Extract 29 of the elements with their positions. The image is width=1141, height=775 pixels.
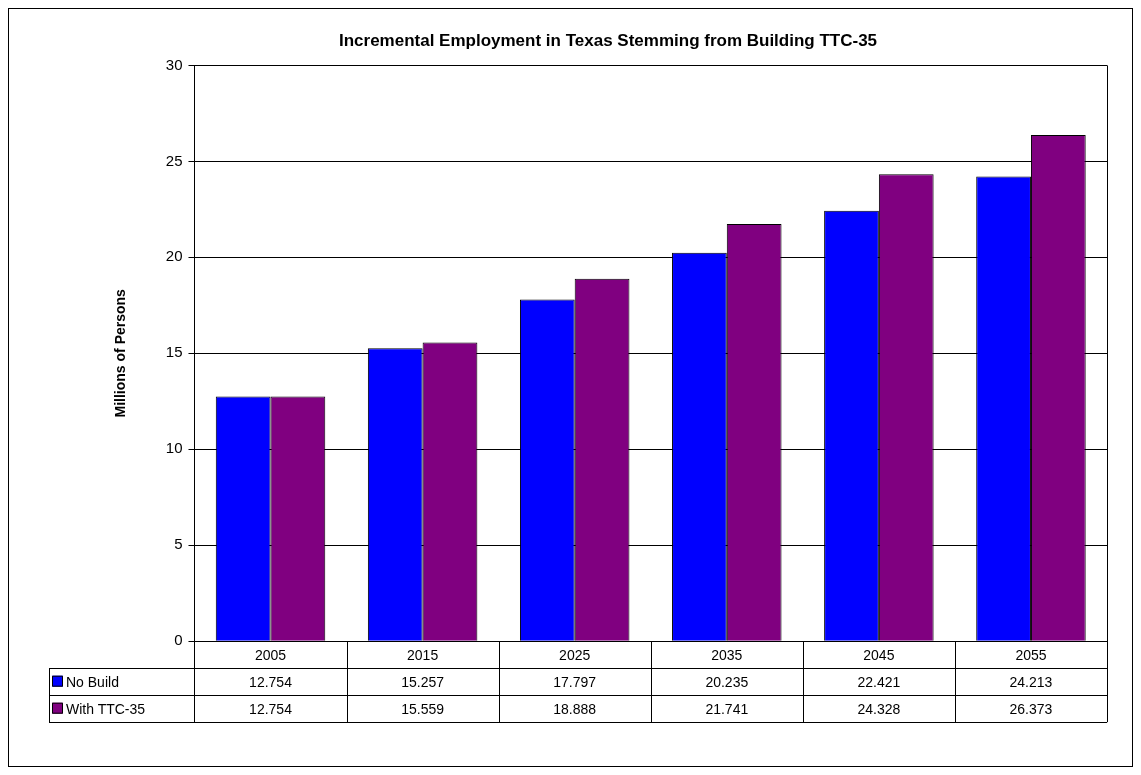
data-label: 21.741 <box>705 700 749 717</box>
y-tick-label: 0 <box>174 631 183 649</box>
y-tick-label: 20 <box>165 247 183 265</box>
y-tick-label: 25 <box>165 151 183 169</box>
data-label: 12.754 <box>249 673 293 690</box>
y-tick-label: 15 <box>165 343 183 361</box>
data-label: 26.373 <box>1009 700 1053 717</box>
y-tick-label: 10 <box>165 439 183 457</box>
x-tick-label: 2045 <box>863 647 895 664</box>
x-tick-label: 2025 <box>559 647 591 664</box>
data-label: 18.888 <box>553 700 597 717</box>
x-tick-label: 2005 <box>254 647 287 664</box>
y-tick-label: 5 <box>174 535 183 553</box>
y-axis-title: Millions of Persons <box>112 288 129 418</box>
data-label: 20.235 <box>705 673 749 690</box>
data-label: 15.559 <box>401 700 445 717</box>
x-tick-label: 2015 <box>407 647 439 664</box>
data-label: 15.257 <box>401 673 445 690</box>
x-tick-label: 2055 <box>1015 647 1047 664</box>
data-label: 24.213 <box>1009 673 1053 690</box>
y-tick-label: 30 <box>165 55 183 73</box>
data-label: 17.797 <box>553 673 597 690</box>
data-label: 24.328 <box>857 700 901 717</box>
data-label: 22.421 <box>857 673 901 690</box>
x-tick-label: 2035 <box>711 647 743 664</box>
chart-title: Incremental Employment in Texas Stemming from Building TTC-35 <box>338 30 878 50</box>
data-label: 12.754 <box>249 700 293 717</box>
legend-label: No Build <box>66 673 119 690</box>
legend-label: With TTC-35 <box>66 700 146 717</box>
